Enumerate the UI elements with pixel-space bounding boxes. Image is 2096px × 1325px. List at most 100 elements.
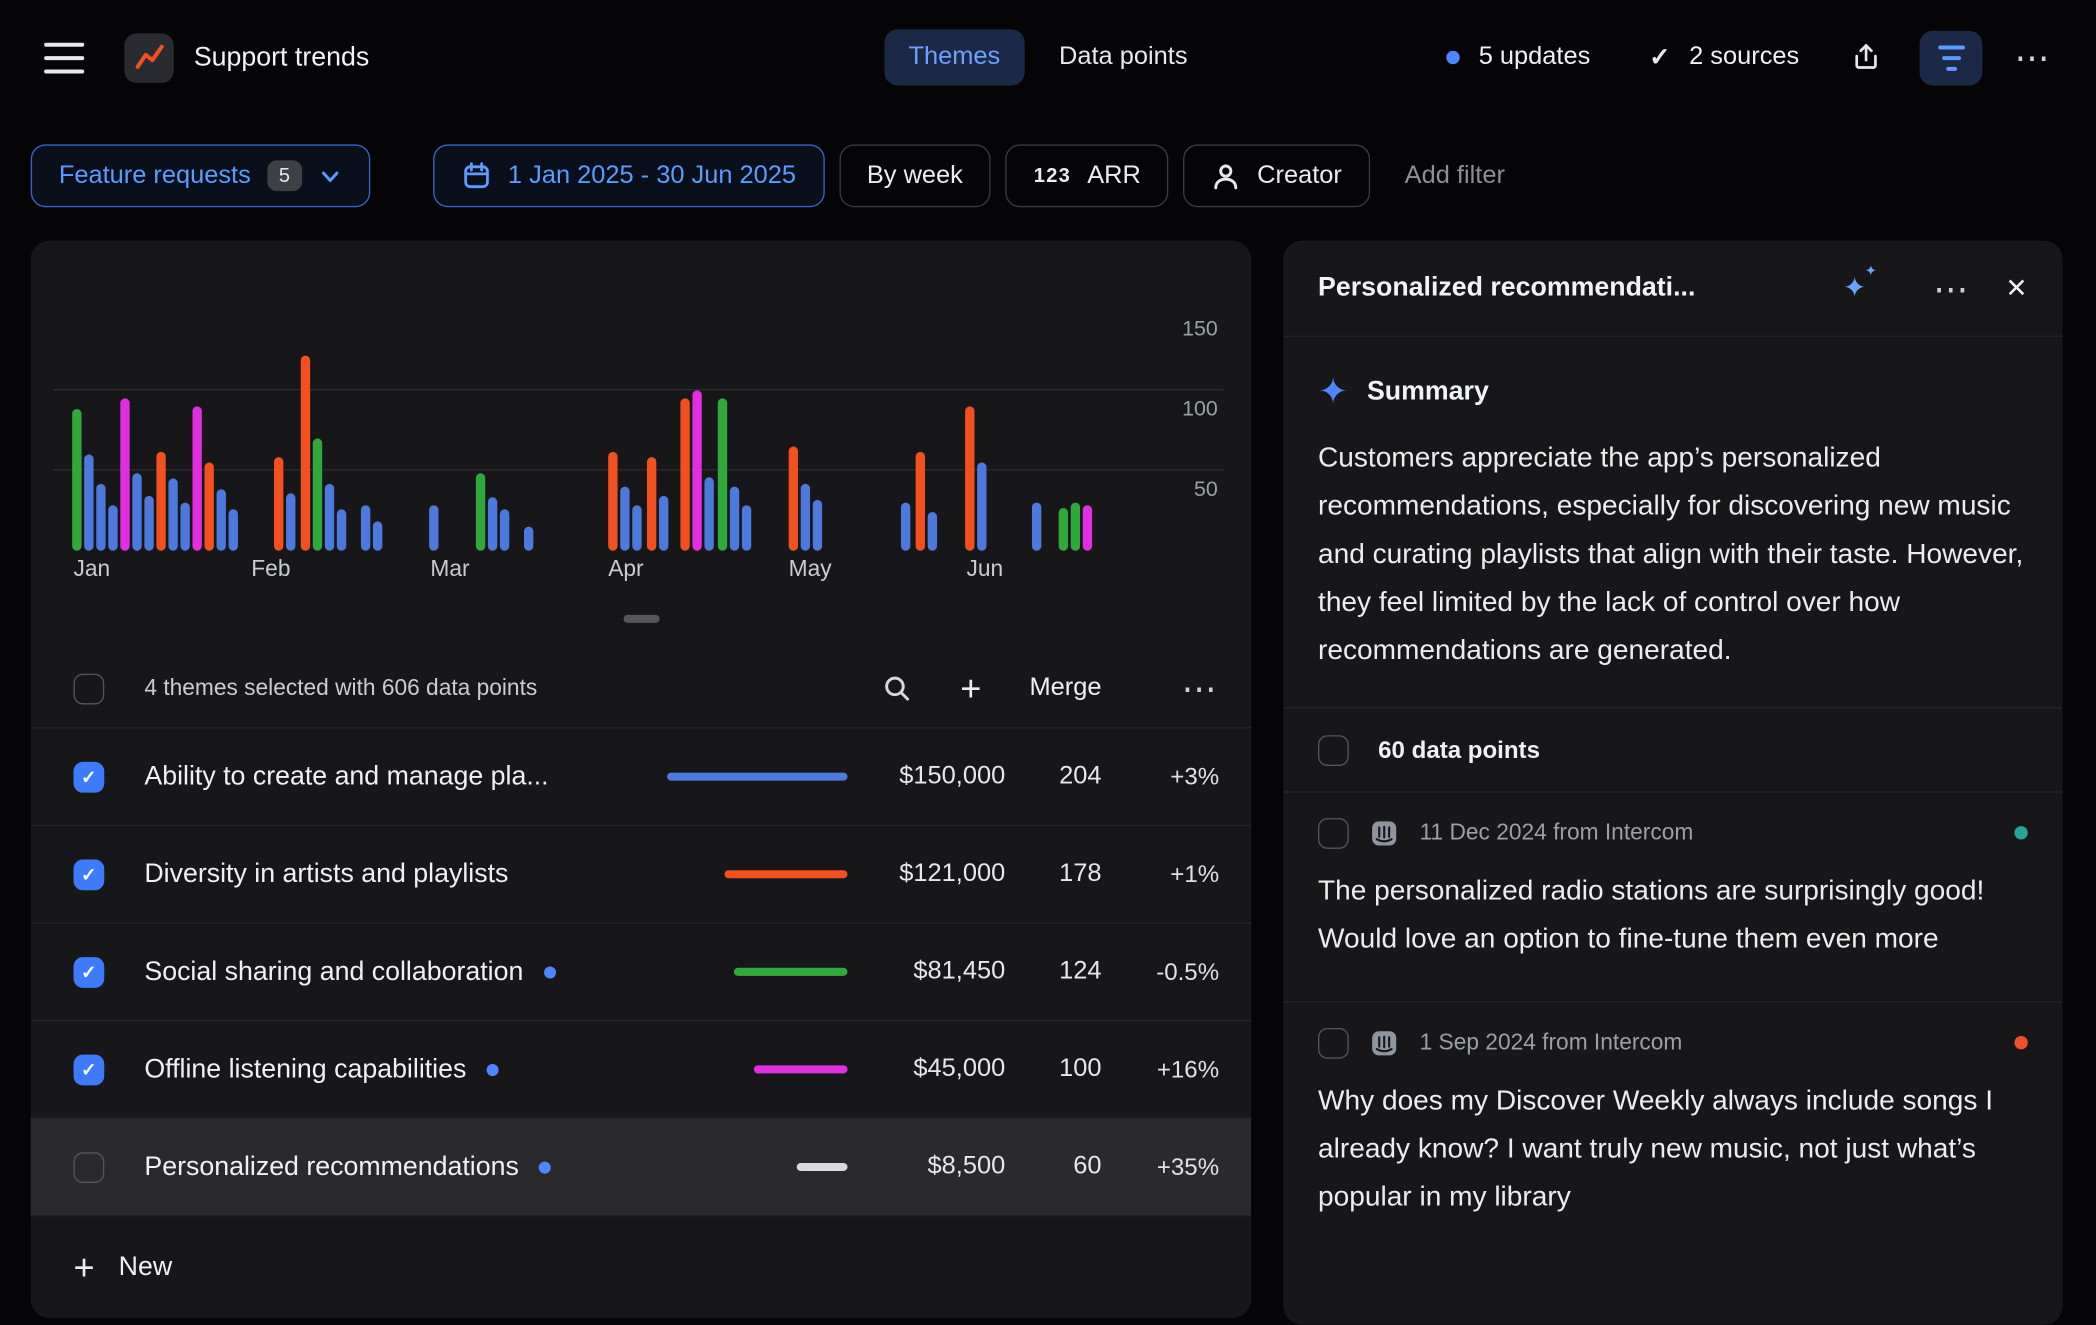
chart-bar[interactable] [192, 406, 202, 551]
close-icon[interactable]: ✕ [2005, 271, 2027, 304]
table-row[interactable]: Personalized recommendations $8,500 60 +35% [30, 1118, 1252, 1216]
data-points-checkbox[interactable] [1318, 734, 1349, 766]
chart-bar[interactable] [204, 462, 214, 551]
change-value: +35% [1156, 1152, 1220, 1180]
chart-bar[interactable] [900, 502, 911, 551]
search-icon[interactable] [883, 674, 912, 703]
tab-data-points[interactable]: Data points [1035, 29, 1212, 85]
chart-bar[interactable] [741, 505, 752, 551]
chart-bar[interactable] [1082, 505, 1093, 551]
detail-title: Personalized recommendati... [1318, 272, 1696, 303]
chart-resize-handle[interactable] [622, 614, 660, 623]
select-all-checkbox[interactable] [73, 673, 105, 704]
row-checkbox[interactable]: ✓ [73, 858, 105, 890]
page-title: Support trends [193, 42, 370, 72]
data-point-checkbox[interactable] [1318, 1027, 1349, 1059]
chart-bar[interactable] [168, 478, 178, 551]
chart-bar[interactable] [632, 505, 642, 551]
chart-bar[interactable] [729, 486, 740, 551]
share-icon[interactable] [1850, 41, 1882, 73]
chart-bar[interactable] [977, 462, 987, 551]
table-row[interactable]: ✓ Social sharing and collaboration $81,450… [31, 924, 1251, 1020]
granularity-button[interactable]: By week [838, 144, 991, 208]
chart-bar[interactable] [965, 406, 975, 551]
chart-bar[interactable] [120, 398, 130, 551]
chart-bar[interactable] [692, 390, 702, 551]
row-checkbox[interactable]: ✓ [73, 1054, 105, 1085]
chart-bar[interactable] [360, 505, 371, 551]
ai-sparkle-icon[interactable]: ✦ ✦ [1842, 263, 1878, 304]
data-point-text: The personalized radio stations are surp… [1318, 875, 1985, 955]
status-dot-icon [2014, 826, 2028, 840]
chart-bar[interactable] [429, 505, 439, 551]
add-filter-button[interactable]: Add filter [1404, 161, 1505, 190]
new-theme-button[interactable]: + New [73, 1246, 173, 1287]
filter-icon[interactable] [1919, 30, 1983, 85]
chart-bar[interactable] [646, 457, 657, 551]
chart-bar[interactable] [336, 509, 347, 551]
theme-filter-dropdown[interactable]: Feature requests 5 [30, 144, 371, 208]
divider [1283, 1001, 2063, 1003]
chart-bar[interactable] [487, 497, 498, 551]
table-row[interactable]: ✓ Offline listening capabilities $45,000 10… [31, 1021, 1251, 1117]
chart-bar[interactable] [274, 457, 284, 551]
row-more-options-icon[interactable]: ⋯ [1150, 671, 1220, 706]
add-theme-icon[interactable]: + [960, 667, 982, 708]
detail-more-options-icon[interactable]: ⋯ [1901, 271, 1971, 306]
chart-bar[interactable] [680, 398, 690, 551]
chart-bar[interactable] [523, 526, 534, 551]
chart-bar[interactable] [156, 451, 166, 551]
more-options-icon[interactable]: ⋯ [1982, 40, 2052, 75]
chart-bar[interactable] [1070, 502, 1081, 551]
chart-bar[interactable] [108, 505, 118, 551]
table-row[interactable]: ✓ Ability to create and manage pla... $150… [31, 729, 1251, 825]
table-row[interactable]: ✓ Diversity in artists and playlists $121,… [31, 826, 1251, 922]
chart-bar[interactable] [312, 438, 323, 551]
chart-bar[interactable] [228, 509, 238, 551]
chart-bar[interactable] [286, 493, 296, 551]
detail-body: ✦ Summary Customers appreciate the app’s… [1283, 374, 2063, 1252]
metric-button[interactable]: 123 ARR [1005, 144, 1169, 208]
bar-chart[interactable]: 50 100 150 [53, 270, 1224, 551]
hamburger-menu-icon[interactable] [44, 42, 85, 73]
intercom-icon [1372, 1030, 1397, 1055]
chart-bar[interactable] [144, 495, 154, 551]
data-point-checkbox[interactable] [1318, 817, 1349, 849]
chart-bar[interactable] [812, 499, 823, 551]
chart-bar[interactable] [324, 483, 335, 551]
chart-bar[interactable] [717, 398, 728, 551]
row-checkbox[interactable]: ✓ [73, 956, 105, 988]
chart-bar[interactable] [96, 483, 106, 551]
tab-themes[interactable]: Themes [884, 29, 1025, 86]
chart-bar[interactable] [788, 446, 799, 551]
chart-bar[interactable] [704, 477, 714, 551]
chart-bar[interactable] [499, 509, 510, 551]
creator-filter-button[interactable]: Creator [1183, 144, 1370, 208]
row-checkbox[interactable] [73, 1151, 105, 1183]
view-tabs: Themes Data points [884, 29, 1212, 86]
data-point[interactable]: 11 Dec 2024 from Intercom The personalize… [1318, 793, 2028, 994]
chart-bar[interactable] [372, 521, 383, 551]
chart-bar[interactable] [1058, 507, 1069, 551]
chart-bar[interactable] [300, 355, 311, 551]
chart-bar[interactable] [216, 489, 226, 551]
row-checkbox[interactable]: ✓ [73, 761, 105, 793]
merge-button[interactable]: Merge [1029, 673, 1102, 702]
data-point[interactable]: 1 Sep 2024 from Intercom Why does my Disc… [1318, 1003, 2028, 1252]
chart-bar[interactable] [1031, 502, 1042, 551]
chart-bar[interactable] [659, 495, 669, 551]
chart-bar[interactable] [475, 473, 486, 551]
chart-bar[interactable] [800, 483, 811, 551]
count-value: 178 [1059, 859, 1102, 888]
chart-bar[interactable] [620, 486, 630, 551]
sources-count[interactable]: 2 sources [1689, 42, 1800, 71]
chart-bar[interactable] [72, 409, 82, 551]
chart-bar[interactable] [84, 454, 94, 551]
chart-bar[interactable] [927, 511, 938, 551]
chart-bar[interactable] [180, 502, 190, 551]
updates-count[interactable]: 5 updates [1478, 42, 1591, 71]
date-range-picker[interactable]: 1 Jan 2025 - 30 Jun 2025 [433, 144, 825, 208]
chart-bar[interactable] [608, 451, 618, 551]
chart-bar[interactable] [132, 473, 142, 551]
chart-bar[interactable] [915, 451, 926, 551]
